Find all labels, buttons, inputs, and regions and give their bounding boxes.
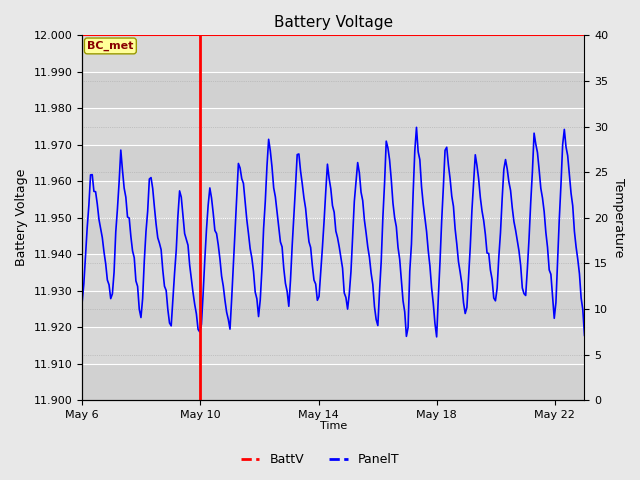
Bar: [82, 218, 584, 254]
Bar: [82, 364, 584, 400]
Bar: [82, 145, 584, 181]
Text: BC_met: BC_met: [87, 41, 134, 51]
Bar: [82, 72, 584, 108]
Y-axis label: Battery Voltage: Battery Voltage: [15, 169, 28, 266]
Title: Battery Voltage: Battery Voltage: [274, 15, 393, 30]
Bar: [82, 291, 584, 327]
Legend: BattV, PanelT: BattV, PanelT: [236, 448, 404, 471]
Y-axis label: Temperature: Temperature: [612, 178, 625, 257]
X-axis label: Time: Time: [320, 421, 347, 432]
